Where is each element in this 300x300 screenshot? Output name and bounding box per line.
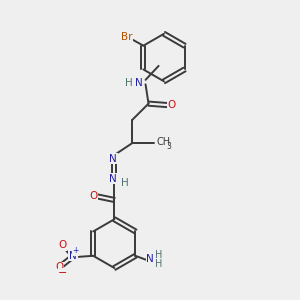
Text: N: N (135, 78, 143, 88)
Text: 3: 3 (166, 142, 171, 151)
Text: N: N (109, 154, 117, 164)
Text: O: O (58, 240, 66, 250)
Text: Br: Br (121, 32, 132, 42)
Text: N: N (69, 250, 77, 260)
Text: H: H (125, 78, 133, 88)
Text: N: N (146, 254, 154, 264)
Text: O: O (168, 100, 176, 110)
Text: H: H (154, 259, 162, 269)
Text: N: N (109, 173, 117, 184)
Text: −: − (58, 268, 68, 278)
Text: H: H (154, 250, 162, 260)
Text: O: O (55, 262, 64, 272)
Text: CH: CH (157, 137, 171, 147)
Text: H: H (121, 178, 129, 188)
Text: O: O (89, 191, 98, 201)
Text: +: + (72, 246, 79, 255)
